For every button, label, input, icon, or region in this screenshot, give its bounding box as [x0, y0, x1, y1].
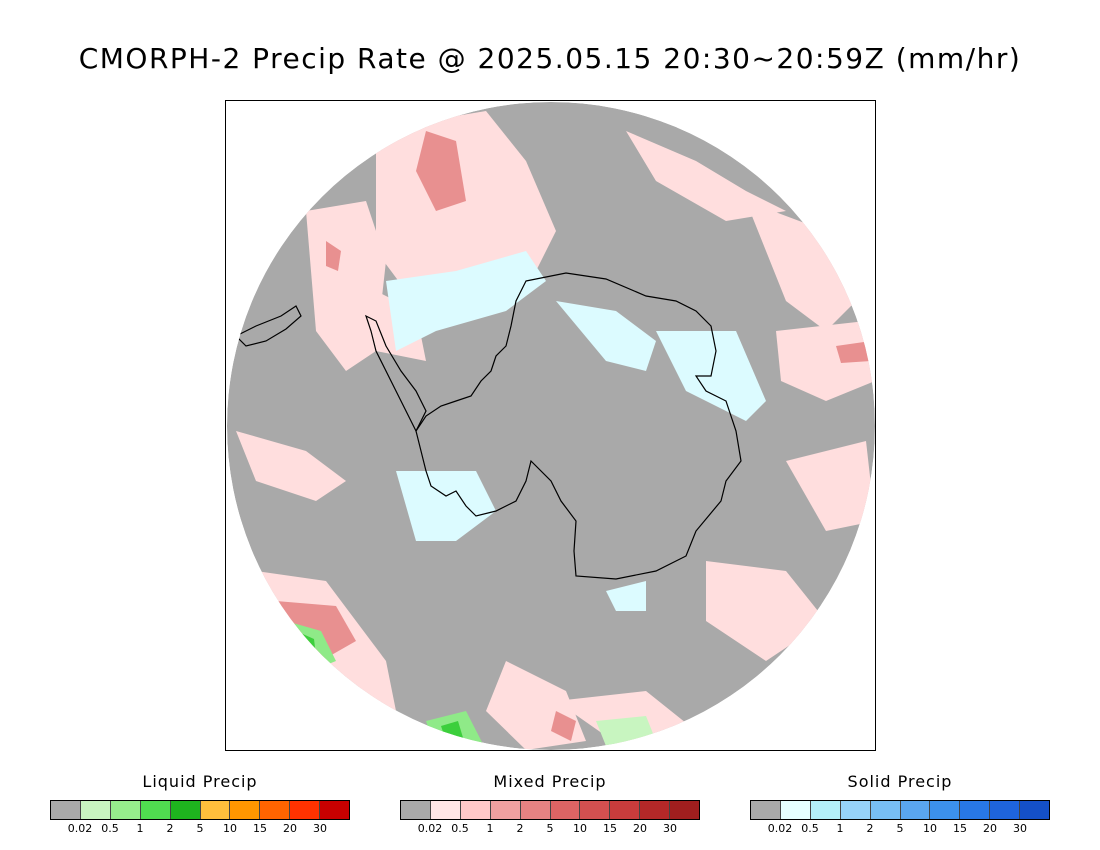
legend-tick-label: 30 — [1013, 822, 1027, 835]
legend-swatch — [580, 801, 611, 819]
legend-swatch — [140, 801, 171, 819]
legend-swatch — [900, 801, 931, 819]
legend-swatch — [960, 801, 991, 819]
legend-tick-label: 30 — [313, 822, 327, 835]
legend-swatch — [170, 801, 201, 819]
legend-swatch — [520, 801, 551, 819]
legend-tick-label: 2 — [166, 822, 174, 835]
legend-tick-label: 10 — [223, 822, 237, 835]
legend-tick-label: 0.02 — [767, 822, 793, 835]
legend-color-bar — [50, 800, 350, 820]
legend-tick-label: 20 — [633, 822, 647, 835]
legend-swatch — [110, 801, 141, 819]
legend-swatch — [550, 801, 581, 819]
legend-title: Solid Precip — [847, 772, 953, 791]
legend-tick-label: 0.5 — [101, 822, 119, 835]
legend-solid: Solid Precip 0.02 0.5 1 2 5 10 15 20 30 — [750, 770, 1050, 840]
legend-swatch — [230, 801, 261, 819]
legend-swatch — [930, 801, 961, 819]
polar-map — [227, 102, 875, 750]
legend-swatch — [320, 801, 350, 819]
legend-swatch — [640, 801, 671, 819]
legend-tick-label: 0.02 — [417, 822, 443, 835]
legend-tick-label: 30 — [663, 822, 677, 835]
legend-title: Liquid Precip — [142, 772, 258, 791]
legend-tick-label: 15 — [953, 822, 967, 835]
legend-tick-label: 1 — [836, 822, 844, 835]
legend-tick-label: 15 — [253, 822, 267, 835]
legend-swatch — [80, 801, 111, 819]
legend-tick-label: 0.5 — [451, 822, 469, 835]
legend-swatch — [810, 801, 841, 819]
legend-tick-label: 10 — [923, 822, 937, 835]
legend-color-bar — [750, 800, 1050, 820]
legend-tick-label: 0.02 — [67, 822, 93, 835]
legend-title: Mixed Precip — [493, 772, 607, 791]
legend-mixed: Mixed Precip 0.02 0.5 1 2 5 10 15 20 30 — [400, 770, 700, 840]
legend-tick-label: 5 — [196, 822, 204, 835]
legend-swatch — [990, 801, 1021, 819]
legend-color-bar — [400, 800, 700, 820]
antarctic-peninsula-coastline — [364, 314, 427, 433]
legend-tick-label: 1 — [486, 822, 494, 835]
legend-tick-label: 20 — [283, 822, 297, 835]
legend-swatch — [200, 801, 231, 819]
legend-tick-label: 2 — [516, 822, 524, 835]
legend-swatch — [51, 801, 81, 819]
legend-swatch — [670, 801, 700, 819]
legend-swatch — [401, 801, 431, 819]
legend-swatch — [430, 801, 461, 819]
legend-tick-label: 10 — [573, 822, 587, 835]
mixed-precip-heavier — [276, 131, 871, 741]
legend-swatch — [460, 801, 491, 819]
legend-swatch — [290, 801, 321, 819]
legend-swatch — [260, 801, 291, 819]
legend-tick-label: 5 — [546, 822, 554, 835]
legend-tick-label: 1 — [136, 822, 144, 835]
legend-tick-label: 0.5 — [801, 822, 819, 835]
legend-swatch — [610, 801, 641, 819]
legend-tick-label: 20 — [983, 822, 997, 835]
legend-tick-label: 2 — [866, 822, 874, 835]
legend-swatch — [490, 801, 521, 819]
south-america-coastline — [234, 305, 302, 347]
antarctica-coastline — [415, 272, 742, 580]
legend-swatch — [1020, 801, 1050, 819]
legend-tick-label: 5 — [896, 822, 904, 835]
legend-tick-label: 15 — [603, 822, 617, 835]
legend-swatch — [780, 801, 811, 819]
legend-swatch — [840, 801, 871, 819]
legend-liquid: Liquid Precip 0.02 0.5 1 2 5 10 15 20 30 — [50, 770, 350, 840]
map-frame — [225, 100, 876, 751]
legend-swatch — [751, 801, 781, 819]
legend-swatch — [870, 801, 901, 819]
chart-title: CMORPH-2 Precip Rate @ 2025.05.15 20:30~… — [78, 42, 1022, 75]
